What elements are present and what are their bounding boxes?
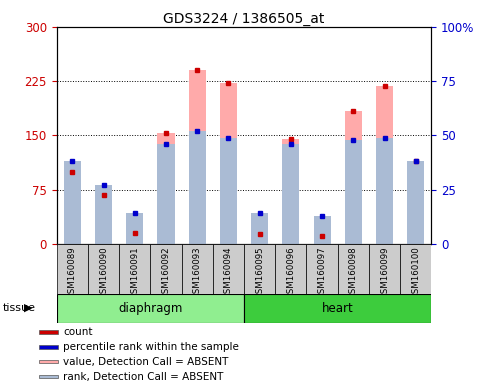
Bar — [57, 244, 88, 294]
Text: GSM160093: GSM160093 — [193, 247, 202, 299]
Bar — [126, 214, 143, 244]
Text: GSM160092: GSM160092 — [162, 247, 171, 299]
Bar — [181, 244, 213, 294]
Text: heart: heart — [322, 302, 353, 314]
Bar — [244, 294, 431, 323]
Bar — [38, 345, 58, 349]
Text: GSM160090: GSM160090 — [99, 247, 108, 299]
Text: GSM160095: GSM160095 — [255, 247, 264, 299]
Bar — [119, 244, 150, 294]
Text: count: count — [63, 327, 93, 337]
Bar — [64, 161, 81, 244]
Bar — [345, 140, 362, 244]
Text: GSM160098: GSM160098 — [349, 247, 358, 299]
Bar — [213, 244, 244, 294]
Bar — [95, 185, 112, 244]
Bar — [64, 172, 81, 244]
Text: GSM160097: GSM160097 — [317, 247, 326, 299]
Bar — [407, 161, 424, 244]
Bar — [307, 244, 338, 294]
Bar — [38, 330, 58, 334]
Text: rank, Detection Call = ABSENT: rank, Detection Call = ABSENT — [63, 372, 223, 382]
Bar — [407, 161, 424, 244]
Text: tissue: tissue — [2, 303, 35, 313]
Text: diaphragm: diaphragm — [118, 302, 182, 314]
Bar — [220, 83, 237, 244]
Bar — [88, 244, 119, 294]
Title: GDS3224 / 1386505_at: GDS3224 / 1386505_at — [163, 12, 325, 26]
Bar — [400, 244, 431, 294]
Text: percentile rank within the sample: percentile rank within the sample — [63, 342, 239, 352]
Bar — [126, 233, 143, 244]
Text: GSM160100: GSM160100 — [411, 247, 420, 299]
Bar — [244, 244, 275, 294]
Bar — [282, 139, 299, 244]
Bar — [251, 235, 268, 244]
Bar — [314, 236, 331, 244]
Text: GSM160096: GSM160096 — [286, 247, 295, 299]
Bar — [251, 214, 268, 244]
Bar — [189, 131, 206, 244]
Text: ▶: ▶ — [24, 303, 32, 313]
Bar — [376, 86, 393, 244]
Bar — [369, 244, 400, 294]
Text: GSM160094: GSM160094 — [224, 247, 233, 299]
Bar — [157, 144, 175, 244]
Bar — [38, 360, 58, 364]
Bar — [345, 111, 362, 244]
Bar — [189, 70, 206, 244]
Bar — [95, 195, 112, 244]
Bar — [220, 137, 237, 244]
Bar — [338, 244, 369, 294]
Bar — [38, 375, 58, 378]
Text: GSM160089: GSM160089 — [68, 247, 77, 299]
Bar — [376, 137, 393, 244]
Text: GSM160099: GSM160099 — [380, 247, 389, 299]
Text: value, Detection Call = ABSENT: value, Detection Call = ABSENT — [63, 357, 229, 367]
Bar — [157, 133, 175, 244]
Bar — [275, 244, 307, 294]
Bar — [57, 294, 244, 323]
Bar — [150, 244, 181, 294]
Bar — [314, 216, 331, 244]
Bar — [282, 144, 299, 244]
Text: GSM160091: GSM160091 — [130, 247, 139, 299]
